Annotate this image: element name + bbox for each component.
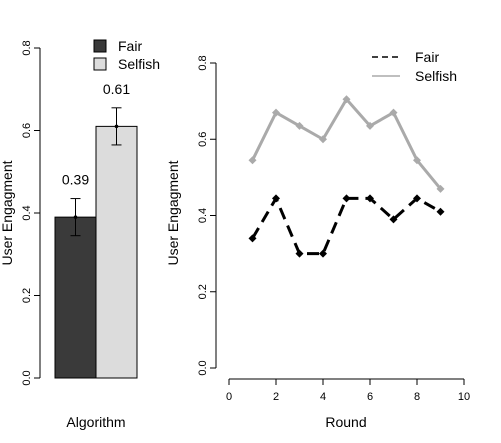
legend-label-fair: Fair: [415, 49, 439, 65]
series-point-selfish: [342, 95, 351, 104]
series-line-selfish: [251, 97, 442, 190]
line-legend: Fair Selfish: [372, 49, 457, 84]
line-y-tick-label: 0.8: [197, 55, 209, 70]
line-x-tick-label: 4: [320, 391, 326, 403]
series-line-fair: [251, 196, 442, 256]
line-x-tick-label: 0: [226, 391, 232, 403]
legend-label-selfish: Selfish: [415, 68, 457, 84]
bar-fair: [54, 216, 97, 379]
bar-chart: 0.0 0.2 0.4 0.6 0.8 0.39 0.61 Fair Selfish Alg…: [0, 38, 160, 430]
series-point-fair: [248, 234, 257, 243]
line-y-tick-label: 0.4: [197, 208, 209, 223]
series-point-selfish: [389, 108, 398, 117]
bar-y-axis: 0.0 0.2 0.4 0.6 0.8: [21, 40, 41, 386]
legend-swatch-fair: [93, 39, 107, 53]
bar-legend: Fair Selfish: [93, 38, 160, 72]
series-point-fair: [272, 194, 280, 203]
bar-data-label: 0.61: [103, 81, 130, 97]
series-point-selfish: [319, 135, 327, 144]
line-x-tick-label: 8: [414, 391, 420, 403]
bar-data-label: 0.39: [62, 172, 89, 188]
bar-y-tick-label: 0.6: [21, 123, 33, 138]
bar-selfish: [95, 125, 138, 379]
legend-label-fair: Fair: [118, 38, 142, 54]
line-series-group: [248, 95, 445, 258]
bar-y-tick-label: 0.2: [21, 288, 33, 303]
series-point-selfish: [436, 184, 445, 193]
series-point-selfish: [413, 156, 421, 165]
line-x-axis-title: Round: [325, 414, 366, 430]
bar-mean-point: [114, 124, 119, 129]
line-y-tick-label: 0.6: [197, 132, 209, 147]
bar-data-labels: 0.39 0.61: [62, 81, 130, 188]
bar-y-tick-label: 0.4: [21, 205, 33, 220]
series-point-fair: [319, 249, 327, 258]
bar-y-tick-label: 0.8: [21, 40, 33, 55]
line-x-axis: 0 2 4 6 8 10: [226, 378, 470, 403]
bar-y-axis-title: User Engagment: [0, 160, 15, 265]
series-point-selfish: [366, 121, 374, 130]
series-point-fair: [295, 249, 304, 258]
series-point-selfish: [272, 108, 280, 117]
bar-y-tick-label: 0.0: [21, 370, 33, 385]
line-y-axis-title: User Engagment: [165, 160, 181, 265]
legend-label-selfish: Selfish: [118, 56, 160, 72]
line-x-tick-label: 10: [458, 391, 470, 403]
line-y-axis: 0.0 0.2 0.4 0.6 0.8: [197, 55, 217, 376]
series-point-fair: [389, 215, 398, 224]
series-point-fair: [436, 207, 445, 216]
series-point-selfish: [248, 156, 257, 165]
series-point-selfish: [295, 121, 304, 130]
series-point-fair: [342, 194, 351, 203]
line-x-tick-label: 6: [367, 391, 373, 403]
line-y-tick-label: 0.2: [197, 284, 209, 299]
line-chart: 0.0 0.2 0.4 0.6 0.8 0 2 4 6 8 10 Fair Selfish Roun…: [165, 49, 470, 430]
line-y-tick-label: 0.0: [197, 360, 209, 375]
bar-series: [54, 125, 138, 379]
bar-error-bars: [70, 107, 122, 237]
legend-swatch-selfish: [93, 57, 107, 71]
bar-mean-point: [73, 215, 78, 219]
bar-x-axis-title: Algorithm: [66, 414, 125, 430]
series-point-fair: [413, 194, 421, 203]
series-point-fair: [366, 194, 374, 203]
line-x-tick-label: 2: [273, 391, 279, 403]
